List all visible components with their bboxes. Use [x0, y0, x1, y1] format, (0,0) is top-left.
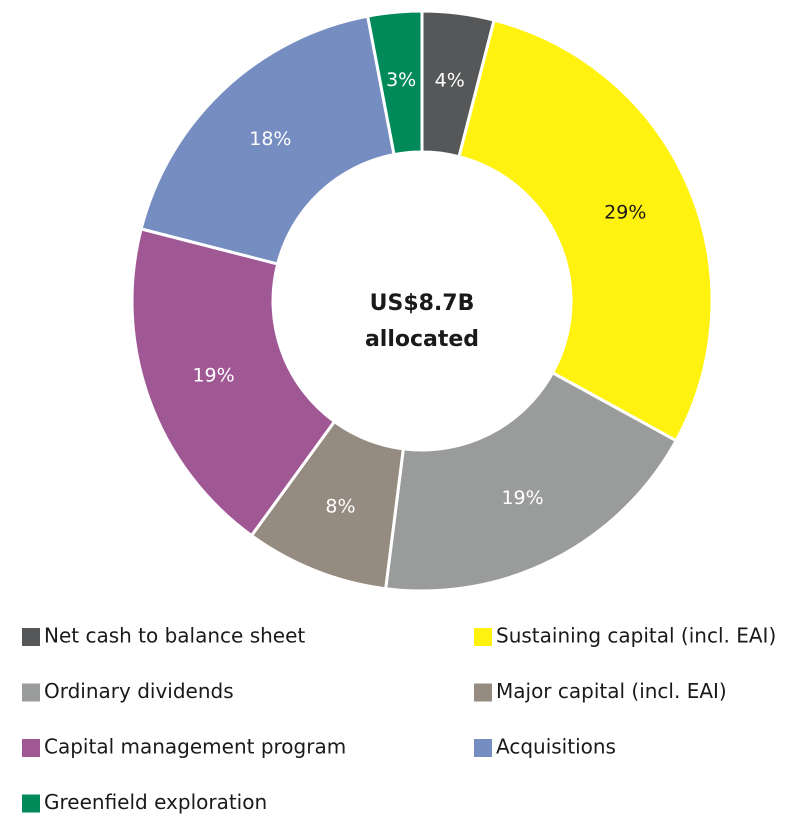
slice-label: 19%: [501, 487, 543, 509]
donut-slice: [457, 18, 714, 443]
legend-swatch: [474, 739, 492, 757]
legend-label: Acquisitions: [496, 735, 616, 759]
slice-label: 3%: [386, 69, 416, 91]
slice-label: 29%: [604, 202, 646, 224]
slice-label: 4%: [435, 70, 465, 92]
legend-swatch: [22, 739, 40, 757]
legend-label: Net cash to balance sheet: [44, 624, 305, 648]
legend-label: Sustaining capital (incl. EAI): [496, 624, 776, 648]
legend-swatch: [22, 628, 40, 646]
slice-label: 18%: [249, 128, 291, 150]
legend-label: Capital management program: [44, 735, 346, 759]
legend-swatch: [22, 683, 40, 702]
center-label: US$8.7B: [370, 291, 475, 316]
legend-swatch: [474, 628, 492, 646]
legend-label: Major capital (incl. EAI): [496, 679, 727, 703]
center-label: allocated: [365, 327, 479, 352]
slice-label: 19%: [192, 365, 234, 387]
legend-label: Ordinary dividends: [44, 679, 234, 703]
legend-swatch: [474, 683, 492, 702]
slice-label: 8%: [325, 495, 355, 517]
donut-slice: [139, 14, 396, 266]
donut-slice: [365, 9, 424, 157]
donut-slice: [130, 227, 337, 538]
donut-slice: [383, 370, 679, 593]
legend-swatch: [22, 794, 40, 813]
legend-label: Greenfield exploration: [44, 790, 267, 814]
